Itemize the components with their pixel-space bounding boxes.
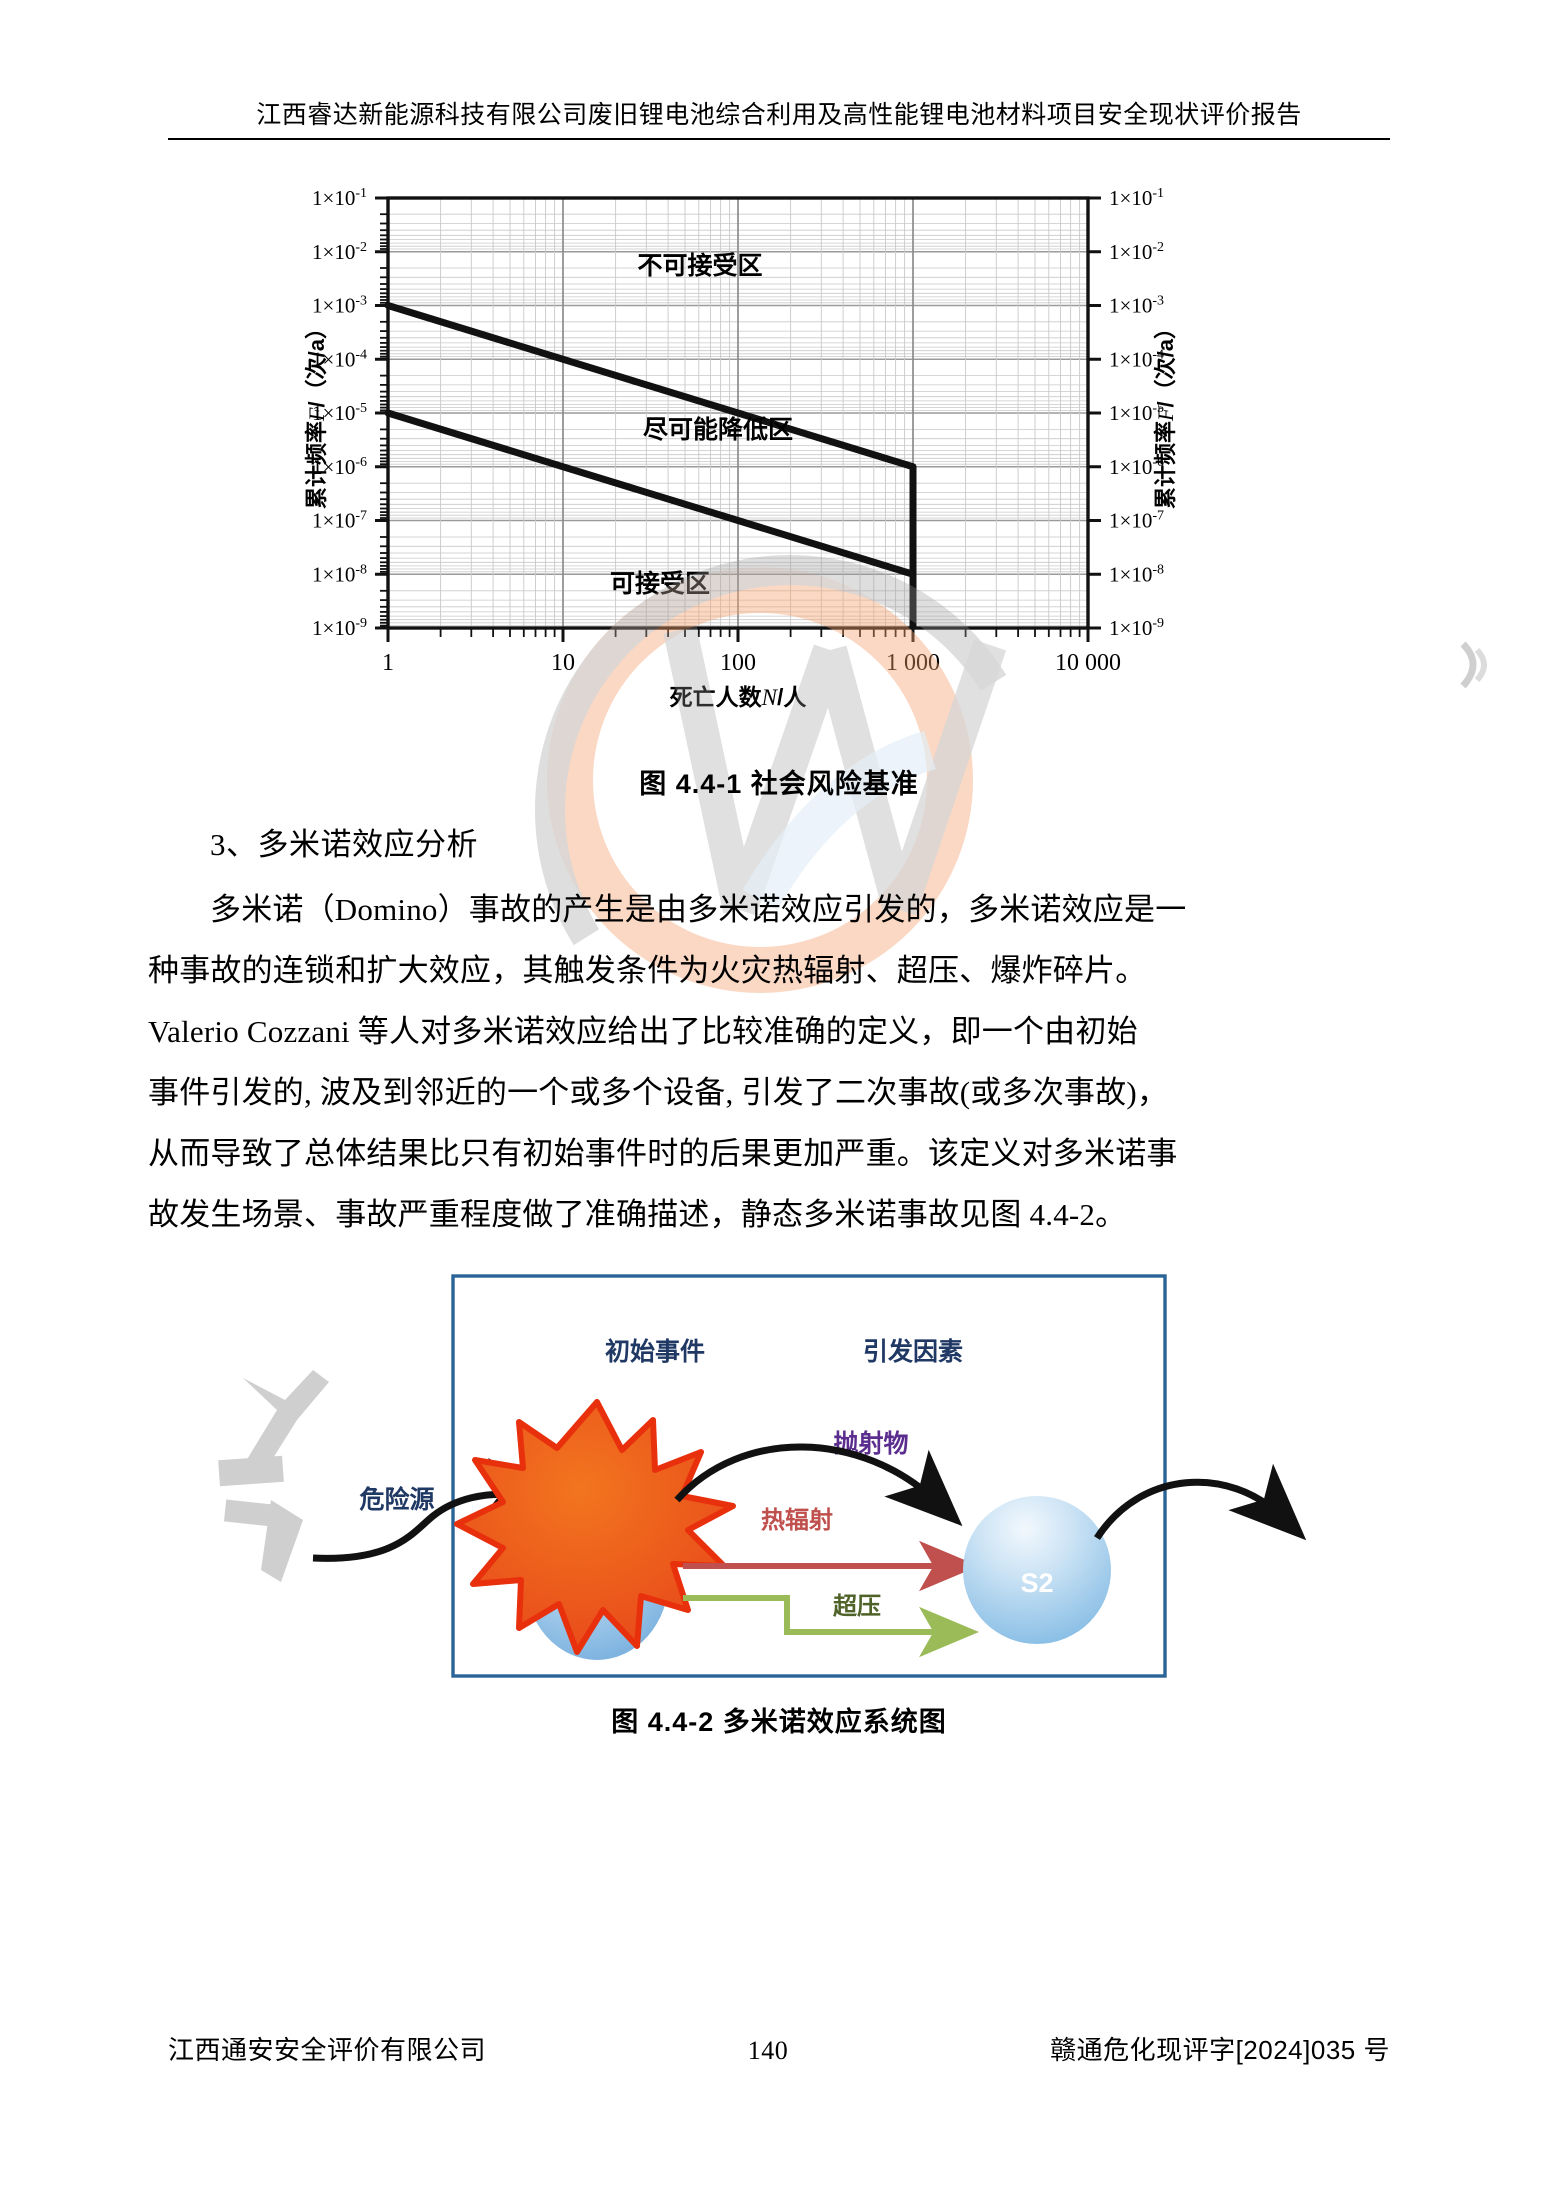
series-unacceptable-line bbox=[384, 302, 917, 471]
y-axis-title-right: 累计频率F/（次/a） bbox=[1153, 317, 1178, 509]
page-edge-mark bbox=[1460, 641, 1487, 689]
svg-text:1×10-3: 1×10-3 bbox=[312, 294, 367, 318]
y-axis-title-left: 累计频率F/（次/a） bbox=[304, 317, 329, 509]
arrow-projectile bbox=[674, 1443, 963, 1527]
section-heading: 3、多米诺效应分析 bbox=[210, 827, 478, 862]
xtick-1000: 1 000 bbox=[886, 650, 940, 676]
arrow-overpressure bbox=[683, 1595, 979, 1658]
footer-page-number: 140 bbox=[747, 2036, 789, 2065]
paragraph-line: 多米诺（Domino）事故的产生是由多米诺效应引发的，多米诺效应是一 bbox=[210, 892, 1187, 927]
svg-text:1×10-7: 1×10-7 bbox=[312, 509, 367, 533]
paragraph-line: 从而导致了总体结果比只有初始事件时的后果更加严重。该定义对多米诺事 bbox=[148, 1136, 1178, 1171]
svg-text:1×10-5: 1×10-5 bbox=[1109, 401, 1164, 425]
arrow-s2-outgoing bbox=[1094, 1463, 1307, 1541]
svg-text:1×10-1: 1×10-1 bbox=[312, 186, 367, 210]
label-node-s2: S2 bbox=[1020, 1568, 1053, 1598]
xtick-10: 10 bbox=[551, 650, 575, 676]
svg-text:1×10-5: 1×10-5 bbox=[312, 401, 367, 425]
explosion-icon bbox=[454, 1399, 736, 1655]
svg-text:1×10-6: 1×10-6 bbox=[1109, 455, 1164, 479]
page-header: 江西睿达新能源科技有限公司废旧锂电池综合利用及高性能锂电池材料项目安全现状评价报… bbox=[168, 98, 1390, 132]
node-s2 bbox=[963, 1496, 1111, 1644]
label-thermal-radiation: 热辐射 bbox=[761, 1507, 833, 1534]
footer-document-number: 赣通危化现评字[2024]035 号 bbox=[1050, 2035, 1390, 2065]
svg-text:1×10-2: 1×10-2 bbox=[312, 240, 367, 264]
xtick-100: 100 bbox=[720, 650, 756, 676]
arrow-hazard-to-s1 bbox=[312, 1457, 560, 1562]
svg-text:1×10-7: 1×10-7 bbox=[1109, 509, 1164, 533]
label-overpressure: 超压 bbox=[833, 1593, 881, 1620]
decorative-glyph bbox=[218, 1370, 329, 1582]
svg-text:1×10-9: 1×10-9 bbox=[1109, 616, 1164, 640]
domino-effect-diagram: 初始事件 引发因素 危险源 S1 抛射物 热辐射 超压 S2 bbox=[218, 1274, 1307, 1678]
annotation-unacceptable-zone: 不可接受区 bbox=[637, 251, 762, 280]
paragraph-line: 种事故的连锁和扩大效应，其触发条件为火灾热辐射、超压、爆炸碎片。 bbox=[148, 953, 1147, 988]
svg-text:1×10-6: 1×10-6 bbox=[312, 455, 367, 479]
series-acceptable-line bbox=[384, 409, 917, 578]
svg-text:1×10-1: 1×10-1 bbox=[1109, 186, 1164, 210]
paragraph-line: 事件引发的, 波及到邻近的一个或多个设备, 引发了二次事故(或多次事故)， bbox=[148, 1075, 1169, 1110]
svg-text:1×10-8: 1×10-8 bbox=[1109, 562, 1164, 586]
svg-text:1×10-4: 1×10-4 bbox=[312, 347, 367, 371]
svg-text:1×10-8: 1×10-8 bbox=[312, 562, 367, 586]
paragraph-line: 故发生场景、事故严重程度做了准确描述，静态多米诺事故见图 4.4-2。 bbox=[148, 1197, 1127, 1232]
label-trigger-factor: 引发因素 bbox=[863, 1337, 963, 1366]
label-initial-event: 初始事件 bbox=[605, 1338, 705, 1366]
annotation-alarp-zone: 尽可能降低区 bbox=[643, 415, 793, 444]
body-paragraph: 多米诺（Domino）事故的产生是由多米诺效应引发的，多米诺效应是一 种事故的连… bbox=[148, 879, 1410, 1245]
figure1-caption: 图 4.4-1 社会风险基准 bbox=[639, 769, 919, 799]
xtick-10000: 10 000 bbox=[1055, 650, 1121, 676]
xtick-1: 1 bbox=[382, 650, 394, 676]
body-text-block: 3、多米诺效应分析 多米诺（Domino）事故的产生是由多米诺效应引发的，多米诺… bbox=[148, 815, 1410, 1245]
footer-company: 江西通安安全评价有限公司 bbox=[168, 2035, 487, 2065]
annotation-acceptable-zone: 可接受区 bbox=[610, 569, 710, 598]
header-divider bbox=[168, 138, 1390, 140]
page-footer: 江西通安安全评价有限公司 140 赣通危化现评字[2024]035 号 bbox=[168, 2030, 1390, 2067]
figure2-caption: 图 4.4-2 多米诺效应系统图 bbox=[611, 1707, 947, 1737]
paragraph-line: Valerio Cozzani 等人对多米诺效应给出了比较准确的定义，即一个由初… bbox=[148, 1014, 1138, 1049]
x-axis-title: 死亡人数N/人 bbox=[670, 684, 808, 710]
svg-text:1×10-9: 1×10-9 bbox=[312, 616, 367, 640]
societal-risk-chart: 1×10-1 1×10-2 1×10-3 1×10-4 1×10-5 1×10-… bbox=[304, 186, 1178, 710]
label-hazard-source: 危险源 bbox=[359, 1485, 434, 1514]
svg-text:1×10-3: 1×10-3 bbox=[1109, 294, 1164, 318]
svg-text:1×10-4: 1×10-4 bbox=[1109, 347, 1164, 371]
header-title: 江西睿达新能源科技有限公司废旧锂电池综合利用及高性能锂电池材料项目安全现状评价报… bbox=[256, 101, 1302, 129]
svg-text:1×10-2: 1×10-2 bbox=[1109, 240, 1164, 264]
